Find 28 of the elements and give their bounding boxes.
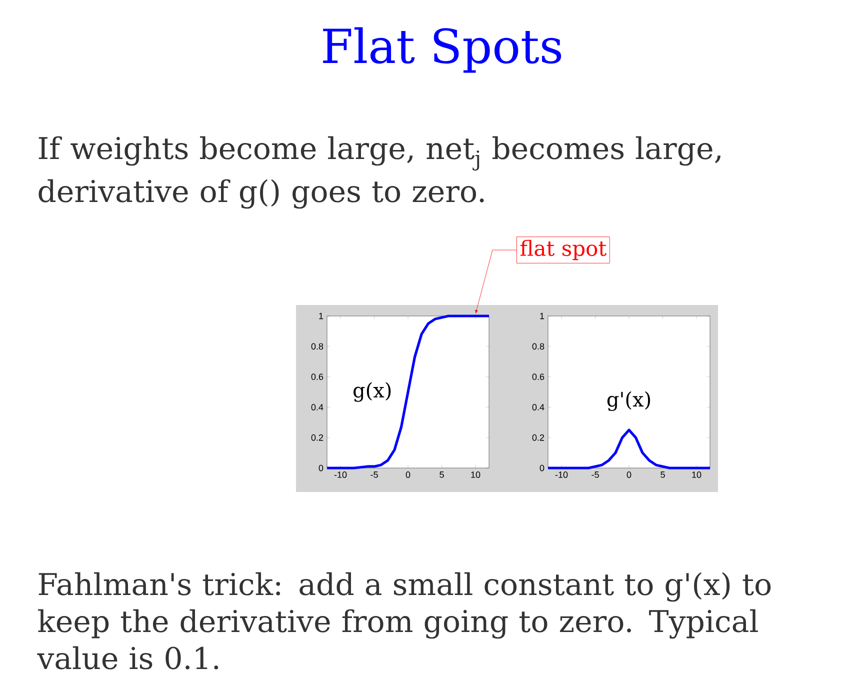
chart-title: Flat Spots — [323, 27, 562, 73]
x-tick-label: 10 — [471, 472, 480, 478]
x-tick-label: 10 — [692, 472, 702, 478]
y-tick-label: 0.6 — [311, 374, 324, 380]
x-tick-label: 0 — [626, 472, 632, 478]
y-tick-label: 0.2 — [532, 434, 544, 441]
annotation: flat spot — [520, 240, 606, 260]
y-tick-label: 0.4 — [532, 404, 544, 410]
x-tick-label: 5 — [440, 472, 444, 478]
y-tick-label: 0 — [540, 464, 544, 472]
y-tick-label: 0.8 — [532, 343, 544, 350]
y-tick-label: 0.8 — [311, 343, 324, 350]
x-tick-label: -5 — [592, 472, 599, 478]
series-label: g'(x) — [607, 391, 650, 411]
x-tick-label: -10 — [555, 472, 568, 478]
y-tick-label: 0.6 — [532, 374, 544, 380]
x-tick-label: -5 — [370, 472, 378, 478]
text: Fahlman's trick: add a small constant to g'(x) to keep the derivative from going to zero. Typical value is 0.1. — [37, 572, 771, 670]
y-tick-label: 0.2 — [311, 434, 324, 441]
x-tick-label: -10 — [334, 472, 347, 478]
x-tick-label: 0 — [406, 472, 410, 478]
y-tick-label: 1 — [319, 312, 324, 320]
y-tick-label: 0 — [318, 464, 324, 472]
y-tick-label: 0.4 — [311, 404, 324, 410]
series-label: g(x) — [354, 382, 391, 402]
text: If weights become large, net$_{j}$ becomes large, derivative of g() goes to zero. — [38, 136, 720, 209]
x-tick-label: 5 — [660, 472, 665, 478]
y-tick-label: 1 — [540, 312, 544, 320]
